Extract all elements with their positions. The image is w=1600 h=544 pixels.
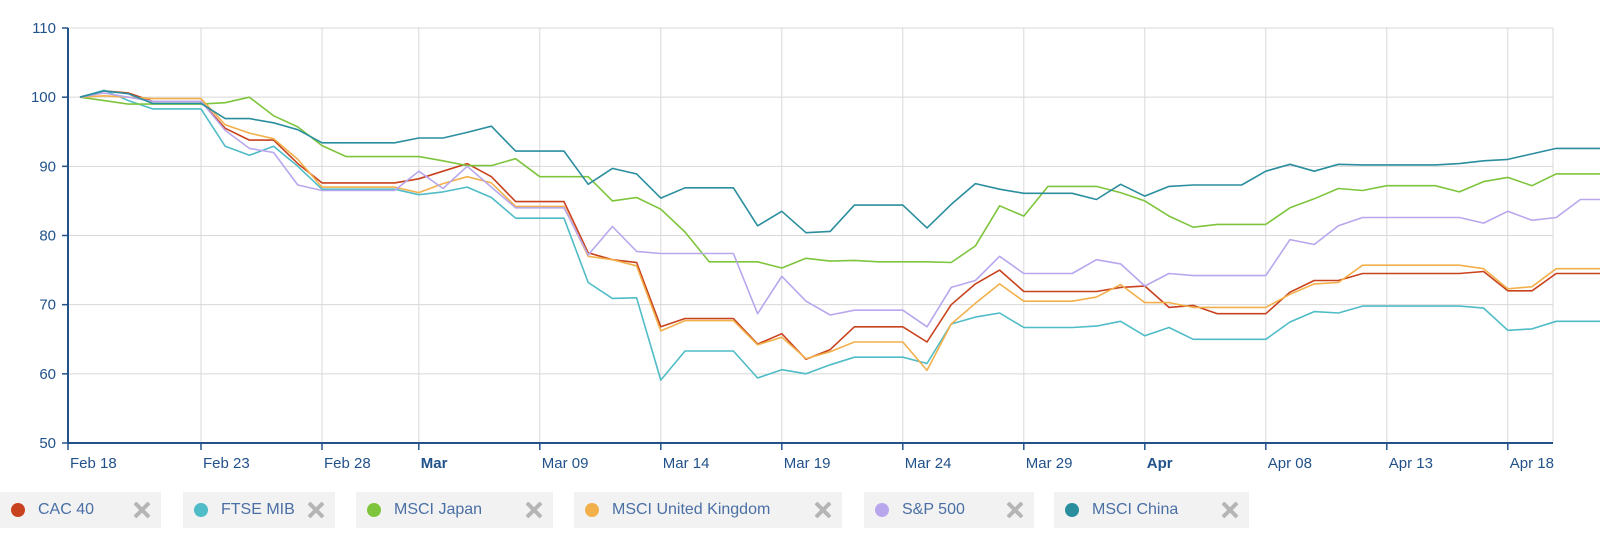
x-tick-label: Mar 29: [1026, 455, 1073, 472]
legend-swatch-icon: [875, 503, 889, 517]
legend-swatch-icon: [367, 503, 381, 517]
legend-item-cac-40[interactable]: CAC 40: [0, 492, 161, 528]
series-line-msci-united-kingdom: [79, 95, 1600, 372]
x-tick-label: Apr 08: [1268, 455, 1312, 472]
y-tick-label: 110: [32, 20, 56, 37]
legend-item-msci-japan[interactable]: MSCI Japan: [356, 492, 553, 528]
legend-swatch-icon: [11, 503, 25, 517]
legend-swatch-icon: [1065, 503, 1079, 517]
series-line-ftse-mib: [79, 89, 1600, 381]
grid-lines-horizontal: [62, 27, 1553, 444]
legend-item-msci-united-kingdom[interactable]: MSCI United Kingdom: [574, 492, 842, 528]
legend: CAC 40 FTSE MIB MSCI Japan MSCI United King…: [0, 492, 1600, 528]
legend-label: MSCI Japan: [394, 501, 483, 518]
y-tick-label: 70: [39, 297, 56, 314]
legend-item-msci-china[interactable]: MSCI China: [1054, 492, 1249, 528]
x-tick-label: Mar 24: [905, 455, 952, 472]
x-tick-label: Mar 19: [784, 455, 831, 472]
legend-label: FTSE MIB: [221, 501, 295, 518]
x-tick-label: Apr 18: [1510, 455, 1554, 472]
legend-swatch-icon: [194, 503, 208, 517]
legend-item-s-p-500[interactable]: S&P 500: [864, 492, 1034, 528]
y-tick-label: 100: [31, 89, 56, 106]
y-tick-label: 60: [39, 366, 56, 383]
x-tick-label: Feb 28: [324, 455, 371, 472]
remove-series-close-icon[interactable]: [814, 501, 832, 519]
x-tick-label: Mar: [421, 455, 448, 472]
x-tick-label: Apr: [1147, 455, 1173, 472]
x-tick-label: Mar 09: [542, 455, 589, 472]
legend-label: CAC 40: [38, 501, 95, 518]
legend-label: S&P 500: [902, 501, 965, 518]
grid-lines-vertical: [67, 28, 1554, 450]
series-lines: [79, 89, 1600, 381]
series-line-s-p-500: [79, 92, 1600, 328]
series-line-msci-china: [79, 90, 1600, 234]
remove-series-close-icon[interactable]: [1006, 501, 1024, 519]
legend-label: MSCI United Kingdom: [612, 501, 771, 518]
remove-series-close-icon[interactable]: [307, 501, 325, 519]
y-axis-tick-labels: 110 100 90 80 70 60 50: [31, 20, 56, 452]
x-tick-label: Apr 13: [1389, 455, 1433, 472]
remove-series-close-icon[interactable]: [1221, 501, 1239, 519]
y-tick-label: 90: [39, 158, 56, 175]
remove-series-close-icon[interactable]: [525, 501, 543, 519]
series-line-msci-japan: [79, 96, 1600, 269]
x-tick-label: Feb 18: [70, 455, 117, 472]
legend-label: MSCI China: [1092, 501, 1179, 518]
legend-swatch-icon: [585, 503, 599, 517]
series-line-cac-40: [79, 90, 1600, 361]
remove-series-close-icon[interactable]: [133, 501, 151, 519]
line-chart: 110 100 90 80 70 60 50 Feb 18 Feb 23 Feb 28 Mar Ma…: [31, 20, 1600, 472]
x-axis-tick-labels: Feb 18 Feb 23 Feb 28 Mar Mar 09 Mar 14 Mar 19 M…: [70, 455, 1554, 472]
y-tick-label: 80: [39, 228, 56, 245]
x-tick-label: Mar 14: [663, 455, 710, 472]
x-tick-label: Feb 23: [203, 455, 250, 472]
y-tick-label: 50: [39, 435, 56, 452]
axes: [67, 28, 1553, 444]
legend-item-ftse-mib[interactable]: FTSE MIB: [183, 492, 335, 528]
